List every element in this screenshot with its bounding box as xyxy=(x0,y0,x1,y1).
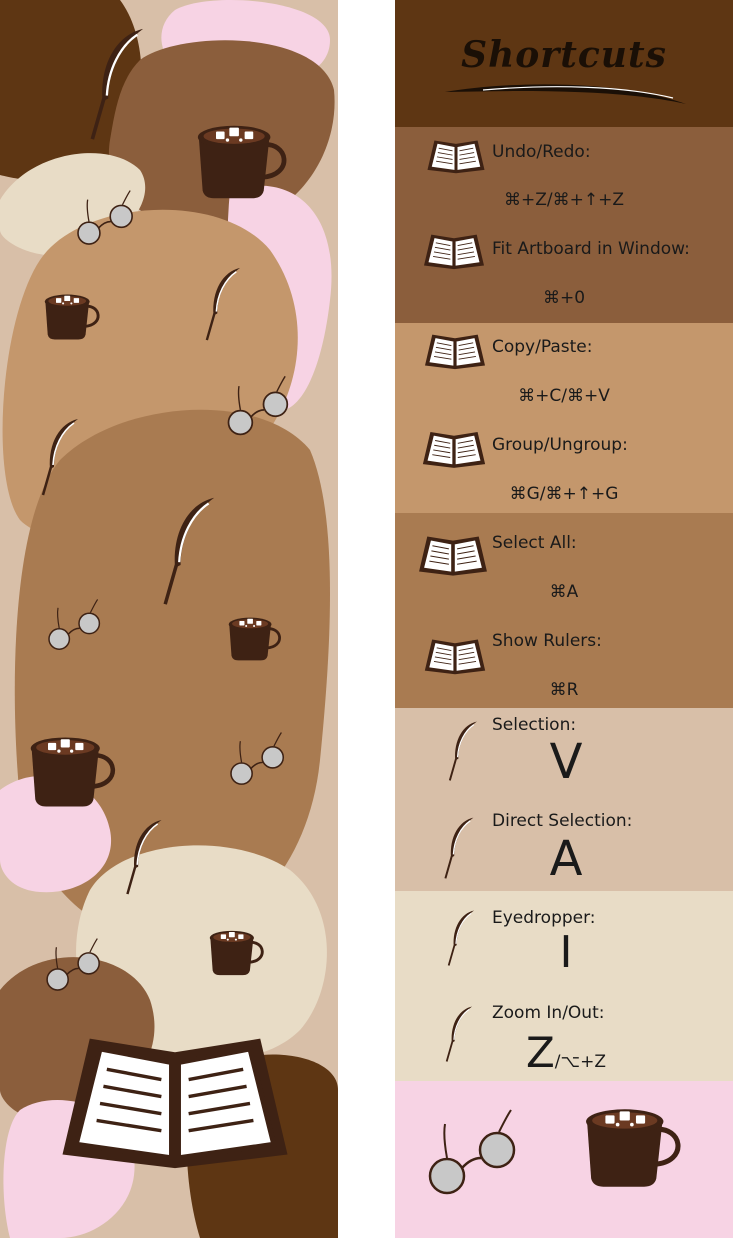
book-icon xyxy=(418,535,488,577)
tool-key: A xyxy=(549,831,583,887)
book-icon xyxy=(424,638,486,676)
tool-group-2: Eyedropper: I Zoom In/Out: Z/⌥+Z xyxy=(395,891,733,1081)
shortcut-group-1: Undo/Redo: ⌘+Z/⌘+↑+Z Fit Artboard in Win… xyxy=(395,127,733,323)
artwork-canvas xyxy=(0,0,338,1238)
book-icon xyxy=(423,233,485,270)
panel-title: Shortcuts xyxy=(461,34,667,76)
shortcut-keys: ⌘+Z/⌘+↑+Z xyxy=(504,190,624,210)
tool-label: Direct Selection: xyxy=(492,811,633,831)
shortcut-keys: ⌘R xyxy=(549,680,579,700)
shortcut-keys: ⌘+0 xyxy=(542,288,586,308)
book-icon xyxy=(63,1039,288,1169)
book-icon xyxy=(422,431,486,469)
shortcut-group-3: Select All: ⌘A Show Rulers: ⌘R xyxy=(395,513,733,708)
tool-key-suffix: /⌥+Z xyxy=(554,1052,606,1072)
shortcut-label: Undo/Redo: xyxy=(492,142,591,162)
tool-label: Selection: xyxy=(492,715,577,735)
shortcut-keys: ⌘+C/⌘+V xyxy=(518,386,610,406)
shortcut-label: Select All: xyxy=(492,533,577,553)
title-underline-swoosh xyxy=(445,84,686,104)
shortcut-label: Show Rulers: xyxy=(492,631,602,651)
shortcut-group-2: Copy/Paste: ⌘+C/⌘+V Group/Ungroup: ⌘G/⌘+… xyxy=(395,323,733,513)
tool-key: I xyxy=(559,927,573,978)
tool-group-1: Selection: V Direct Selection: A xyxy=(395,708,733,891)
book-icon xyxy=(424,333,486,370)
tool-label: Zoom In/Out: xyxy=(492,1003,605,1023)
shortcut-label: Copy/Paste: xyxy=(492,337,593,357)
glasses-icon xyxy=(428,1108,516,1195)
hot-chocolate-icon xyxy=(583,1105,695,1191)
tool-key: V xyxy=(549,734,583,790)
tool-key-zoom: Z/⌥+Z xyxy=(395,1032,733,1074)
tool-label: Eyedropper: xyxy=(492,908,596,928)
decorative-artwork xyxy=(0,0,338,1238)
shortcut-label: Fit Artboard in Window: xyxy=(492,239,690,259)
panel-footer xyxy=(395,1081,733,1238)
panel-header: Shortcuts xyxy=(395,0,733,127)
tool-key: Z xyxy=(526,1028,555,1077)
shortcut-label: Group/Ungroup: xyxy=(492,435,628,455)
shortcuts-panel: Shortcuts Undo/Redo: ⌘+Z/⌘+↑+Z Fit Artbo… xyxy=(395,0,733,1238)
shortcut-keys: ⌘A xyxy=(549,582,579,602)
shortcut-keys: ⌘G/⌘+↑+G xyxy=(509,484,619,504)
book-icon xyxy=(426,139,486,174)
